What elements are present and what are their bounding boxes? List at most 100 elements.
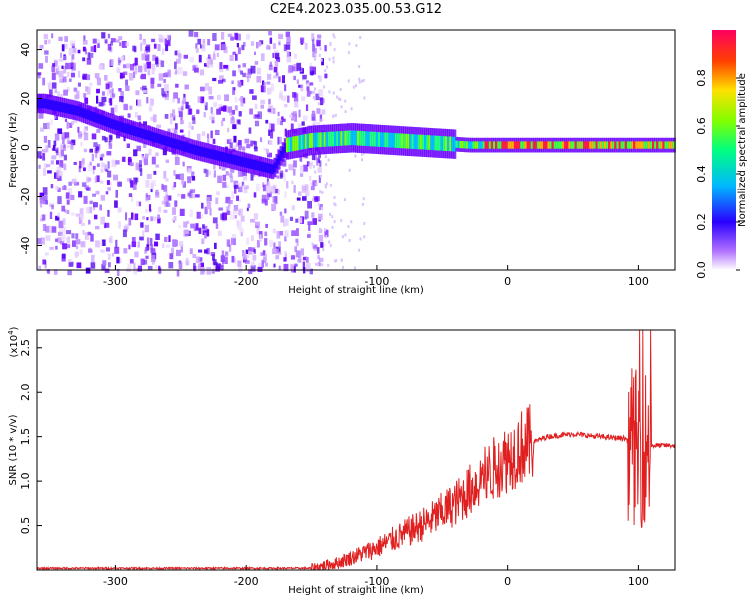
spectrogram-noise-cell xyxy=(358,77,361,81)
spectrogram-ridge-cell xyxy=(656,141,660,149)
spectrogram-noise-cell xyxy=(233,205,239,211)
spectrogram-noise-cell xyxy=(339,88,342,91)
spectrogram-noise-cell xyxy=(302,256,308,261)
spectrogram-noise-cell xyxy=(83,93,87,98)
spectrogram-noise-cell xyxy=(150,216,153,222)
spectrogram-noise-cell xyxy=(332,56,335,60)
spectrogram-noise-cell xyxy=(317,102,320,106)
spectrogram-noise-cell xyxy=(68,47,73,56)
spectrogram-noise-cell xyxy=(279,211,283,216)
spectrogram-noise-cell xyxy=(305,257,309,263)
spectrogram-noise-cell xyxy=(100,195,105,201)
spectrogram-noise-cell xyxy=(38,265,42,271)
spectrogram-noise-cell xyxy=(148,106,153,112)
spectrogram-ridge-cell xyxy=(262,162,266,173)
spectrogram-noise-cell xyxy=(70,142,74,150)
spectrogram-noise-cell xyxy=(208,95,214,100)
spectrogram-noise-cell xyxy=(232,70,236,77)
spectrogram-noise-cell xyxy=(262,80,265,85)
spectrogram-noise-cell xyxy=(285,31,290,37)
spectrogram-noise-cell xyxy=(76,262,82,269)
spectrogram-ridge-cell xyxy=(606,141,609,149)
spectrogram-noise-cell xyxy=(306,86,310,91)
spectrogram-noise-cell xyxy=(131,241,137,248)
spectrogram-noise-cell xyxy=(217,230,222,236)
spectrogram-noise-cell xyxy=(265,148,269,155)
spectrogram-noise-cell xyxy=(42,153,46,161)
spectrogram-ridge-cell xyxy=(505,141,509,149)
spectrogram-noise-cell xyxy=(100,249,105,253)
spectrogram-noise-cell xyxy=(145,197,149,202)
spectrogram-ridge-cell xyxy=(543,141,547,149)
spectrogram-noise-cell xyxy=(149,98,154,106)
spectrogram-noise-cell xyxy=(210,130,213,139)
spectrogram-noise-cell xyxy=(151,180,156,187)
spectrogram-noise-cell xyxy=(37,114,41,119)
spectrogram-noise-cell xyxy=(78,131,82,139)
spectrogram-noise-cell xyxy=(267,73,272,80)
spectrogram-noise-cell xyxy=(188,30,194,37)
spectrogram-noise-cell xyxy=(84,126,88,131)
spectrogram-ridge-cell xyxy=(95,113,99,123)
spectrogram-noise-cell xyxy=(272,248,277,254)
spectrogram-noise-cell xyxy=(231,191,235,200)
spectrogram-noise-cell xyxy=(130,162,134,167)
spectrogram-noise-cell xyxy=(122,156,126,162)
spectrogram-noise-cell xyxy=(275,57,281,63)
spectrogram-noise-cell xyxy=(329,183,332,187)
spectrogram-ridge-cell xyxy=(436,135,440,151)
spectrogram-noise-cell xyxy=(45,200,48,205)
spectrogram-noise-cell xyxy=(202,224,205,229)
spectrogram-ridge-cell xyxy=(189,143,193,154)
spectrogram-noise-cell xyxy=(273,49,279,54)
spectrogram-noise-cell xyxy=(218,80,224,84)
spectrogram-noise-cell xyxy=(212,254,215,261)
spectrogram-ridge-cell xyxy=(361,131,365,146)
spectrogram-noise-cell xyxy=(229,173,233,178)
spectrogram-noise-cell xyxy=(246,73,251,78)
spectrogram-noise-cell xyxy=(219,62,223,70)
spectrogram-noise-cell xyxy=(286,42,291,46)
spectrogram-ridge-cell xyxy=(49,99,53,110)
spectrogram-noise-cell xyxy=(75,213,80,217)
spectrogram-noise-cell xyxy=(100,180,104,184)
spectrogram-ridge-cell xyxy=(55,101,59,112)
spectrogram-noise-cell xyxy=(91,254,95,263)
spectrogram-noise-cell xyxy=(173,114,176,121)
spectrogram-noise-cell xyxy=(183,221,188,228)
spectrogram-ridge-cell xyxy=(474,141,478,149)
spectrogram-noise-cell xyxy=(310,181,315,186)
spectrogram-noise-cell xyxy=(334,259,337,263)
spectrogram-noise-cell xyxy=(206,197,211,204)
spectrogram-noise-cell xyxy=(325,182,328,186)
spectrogram-ridge-cell xyxy=(545,141,549,149)
spectrogram-noise-cell xyxy=(58,231,63,236)
spectrogram-noise-cell xyxy=(94,176,97,183)
spectrogram-noise-cell xyxy=(286,55,292,63)
spectrogram-noise-cell xyxy=(241,181,245,187)
spectrogram-ridge-cell xyxy=(557,141,561,149)
spectrogram-noise-cell xyxy=(114,246,120,254)
spectrogram-noise-cell xyxy=(75,233,79,239)
spectrogram-noise-cell xyxy=(284,103,288,108)
spectrogram-noise-cell xyxy=(174,239,178,247)
spectrogram-noise-cell xyxy=(271,203,277,211)
spectrogram-noise-cell xyxy=(94,214,98,220)
spectrogram-noise-cell xyxy=(63,65,67,74)
spectrogram-noise-cell xyxy=(294,100,299,108)
spectrogram-noise-cell xyxy=(55,215,60,221)
spectrogram-noise-cell xyxy=(325,185,327,189)
spectrogram-ridge-cell xyxy=(599,141,603,149)
spectrogram-ridge-cell xyxy=(631,141,635,149)
spectrogram-noise-cell xyxy=(324,155,327,159)
spectrogram-ridge-cell xyxy=(47,99,51,110)
spectrogram-noise-cell xyxy=(61,186,67,191)
spectrogram-noise-cell xyxy=(131,212,134,220)
spectrogram-noise-cell xyxy=(64,118,67,122)
spectrogram-noise-cell xyxy=(163,185,168,192)
spectrogram-noise-cell xyxy=(105,247,110,252)
spectrogram-noise-cell xyxy=(174,61,177,70)
spectrogram-noise-cell xyxy=(266,192,269,200)
spectrogram-noise-cell xyxy=(216,130,219,134)
spectrogram-ridge-cell xyxy=(273,162,277,173)
